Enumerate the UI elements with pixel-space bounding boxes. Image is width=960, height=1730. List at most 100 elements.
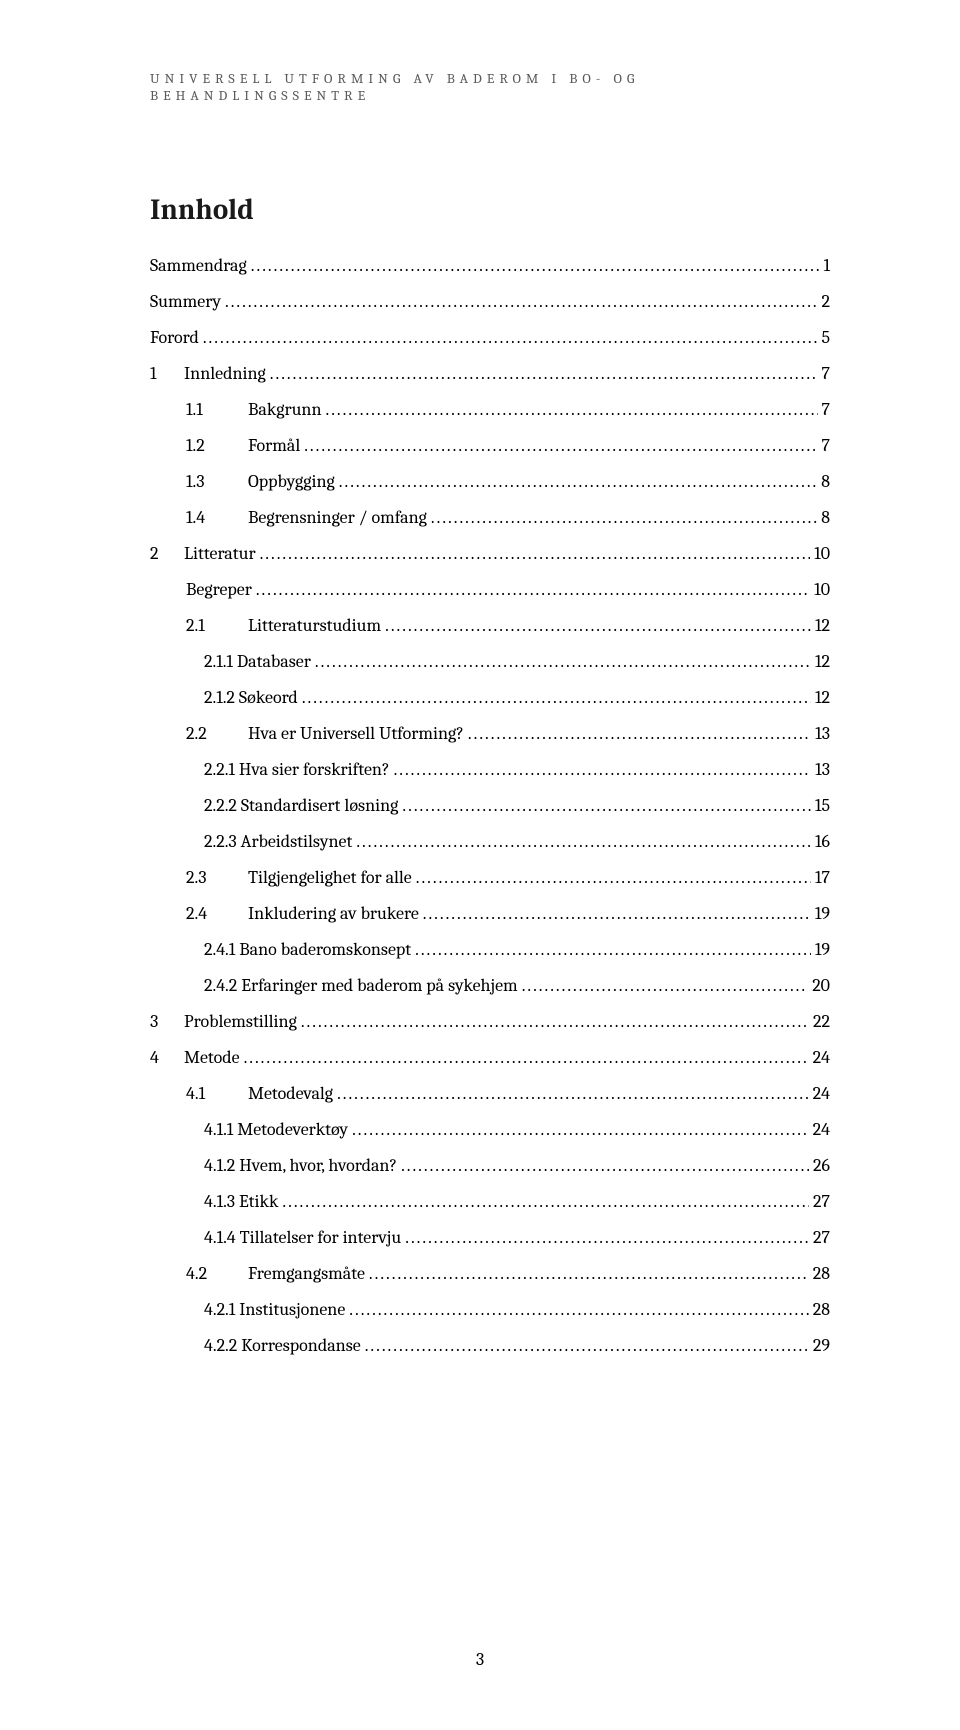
toc-entry: 2.2.3 Arbeidstilsynet 16 [150, 833, 830, 851]
toc-entry-number: 3 [150, 1013, 184, 1031]
toc-entry: 2.4.2 Erfaringer med baderom på sykehjem… [150, 977, 830, 995]
toc-entry-label: 4.2Fremgangsmåte [186, 1265, 365, 1283]
toc-entry-page: 7 [822, 365, 830, 383]
toc-entry-label: 4.1Metodevalg [186, 1085, 333, 1103]
page-header: UNIVERSELL UTFORMING AV BADEROM I BO- OG… [150, 70, 830, 104]
toc-leader-dots [431, 509, 817, 527]
toc-entry-label: 2.4Inkludering av brukere [186, 905, 419, 923]
toc-entry: 2.3Tilgjengelighet for alle 17 [150, 869, 830, 887]
toc-entry-label: 2.2Hva er Universell Utforming? [186, 725, 464, 743]
toc-entry-label: 2.1Litteraturstudium [186, 617, 381, 635]
toc-entry: 2.1.1 Databaser12 [150, 653, 830, 671]
toc-leader-dots [315, 653, 811, 671]
toc-entry-label: 4.2.2 Korrespondanse [204, 1337, 361, 1355]
toc-entry-number: 1.2 [186, 437, 248, 455]
page-number: 3 [0, 1649, 960, 1670]
toc-entry-label: Begreper [186, 581, 252, 599]
toc-entry-label: 4.1.2 Hvem, hvor, hvordan? [204, 1157, 397, 1175]
toc-entry-label: 1.2Formål [186, 437, 300, 455]
toc-entry-page: 27 [813, 1193, 830, 1211]
toc-leader-dots [405, 1229, 809, 1247]
toc-entry-label: 1Innledning [150, 365, 266, 383]
toc-entry-page: 12 [815, 689, 830, 707]
toc-leader-dots [352, 1121, 809, 1139]
toc-entry-page: 8 [821, 509, 830, 527]
toc-entry-page: 28 [813, 1301, 830, 1319]
toc-entry: 4.1.1 Metodeverktøy 24 [150, 1121, 830, 1139]
toc-entry-number: 1.1 [186, 401, 248, 419]
toc-entry-page: 27 [813, 1229, 830, 1247]
toc-entry-number: 2 [150, 545, 184, 563]
toc-entry-number: 2.1 [186, 617, 248, 635]
toc-entry: 1.1Bakgrunn7 [150, 401, 830, 419]
toc-entry: 2.1Litteraturstudium 12 [150, 617, 830, 635]
toc-entry: 4.1Metodevalg 24 [150, 1085, 830, 1103]
toc-entry-number: 4 [150, 1049, 184, 1067]
toc-entry-number: 1.4 [186, 509, 248, 527]
toc-entry-label: Summery [150, 293, 221, 311]
toc-entry: 2Litteratur10 [150, 545, 830, 563]
toc-entry-page: 24 [813, 1121, 830, 1139]
toc-entry-page: 16 [815, 833, 830, 851]
toc-entry-label: 2.4.1 Bano baderomskonsept [204, 941, 411, 959]
toc-entry-page: 24 [813, 1049, 830, 1067]
toc-entry-label: 2.2.3 Arbeidstilsynet [204, 833, 352, 851]
toc-entry-page: 7 [822, 437, 830, 455]
toc-leader-dots [415, 941, 811, 959]
toc-leader-dots [369, 1265, 809, 1283]
toc-leader-dots [203, 329, 818, 347]
toc-entry-label: 4.1.3 Etikk [204, 1193, 278, 1211]
toc-entry: 4.1.4 Tillatelser for intervju27 [150, 1229, 830, 1247]
toc-entry-label: 1.1Bakgrunn [186, 401, 322, 419]
toc-entry-page: 24 [813, 1085, 830, 1103]
toc-entry-page: 12 [815, 617, 830, 635]
toc-title: Innhold [150, 194, 830, 227]
toc-entry: 4.1.2 Hvem, hvor, hvordan?26 [150, 1157, 830, 1175]
toc-entry-page: 13 [815, 761, 830, 779]
toc-leader-dots [282, 1193, 809, 1211]
toc-entry-page: 5 [821, 329, 830, 347]
toc-leader-dots [270, 365, 818, 383]
toc-leader-dots [302, 689, 811, 707]
toc-entry: 2.4Inkludering av brukere19 [150, 905, 830, 923]
toc-entry: 1.4Begrensninger / omfang 8 [150, 509, 830, 527]
toc-entry-label: 2.3Tilgjengelighet for alle [186, 869, 412, 887]
toc-entry: Sammendrag1 [150, 257, 830, 275]
toc-entry-page: 15 [815, 797, 830, 815]
toc-entry-label: 4.1.1 Metodeverktøy [204, 1121, 348, 1139]
toc-entry-number: 1 [150, 365, 184, 383]
toc-leader-dots [423, 905, 811, 923]
toc-leader-dots [401, 1157, 809, 1175]
toc-entry-page: 13 [815, 725, 830, 743]
toc-leader-dots [251, 257, 820, 275]
toc-leader-dots [349, 1301, 808, 1319]
toc-leader-dots [244, 1049, 809, 1067]
toc-entry-label: 4.2.1 Institusjonene [204, 1301, 345, 1319]
toc-entry-label: Forord [150, 329, 199, 347]
toc-entry: 2.2.1 Hva sier forskriften?13 [150, 761, 830, 779]
toc-entry-page: 29 [813, 1337, 830, 1355]
toc-leader-dots [365, 1337, 809, 1355]
toc-leader-dots [356, 833, 811, 851]
toc-entry: 2.2Hva er Universell Utforming? 13 [150, 725, 830, 743]
toc-entry-label: 4Metode [150, 1049, 240, 1067]
toc-entry: 1Innledning 7 [150, 365, 830, 383]
toc-entry-number: 2.2 [186, 725, 248, 743]
toc-entry-number: 4.2 [186, 1265, 248, 1283]
toc-entry-label: 1.4Begrensninger / omfang [186, 509, 427, 527]
toc-entry-page: 17 [815, 869, 830, 887]
toc-entry-label: 2Litteratur [150, 545, 256, 563]
toc-leader-dots [326, 401, 818, 419]
toc-entry: 3Problemstilling22 [150, 1013, 830, 1031]
toc-entry-page: 19 [815, 941, 830, 959]
toc-entry: 4Metode 24 [150, 1049, 830, 1067]
toc-entry-label: 2.1.1 Databaser [204, 653, 311, 671]
toc-entry: Forord 5 [150, 329, 830, 347]
toc-leader-dots [339, 473, 817, 491]
toc-entry: 2.1.2 Søkeord12 [150, 689, 830, 707]
toc-entry: 4.2.1 Institusjonene 28 [150, 1301, 830, 1319]
toc-entry-page: 22 [813, 1013, 830, 1031]
toc-entry-number: 4.1 [186, 1085, 248, 1103]
toc-entry: 2.4.1 Bano baderomskonsept 19 [150, 941, 830, 959]
toc-entry-label: 2.2.2 Standardisert løsning [204, 797, 398, 815]
